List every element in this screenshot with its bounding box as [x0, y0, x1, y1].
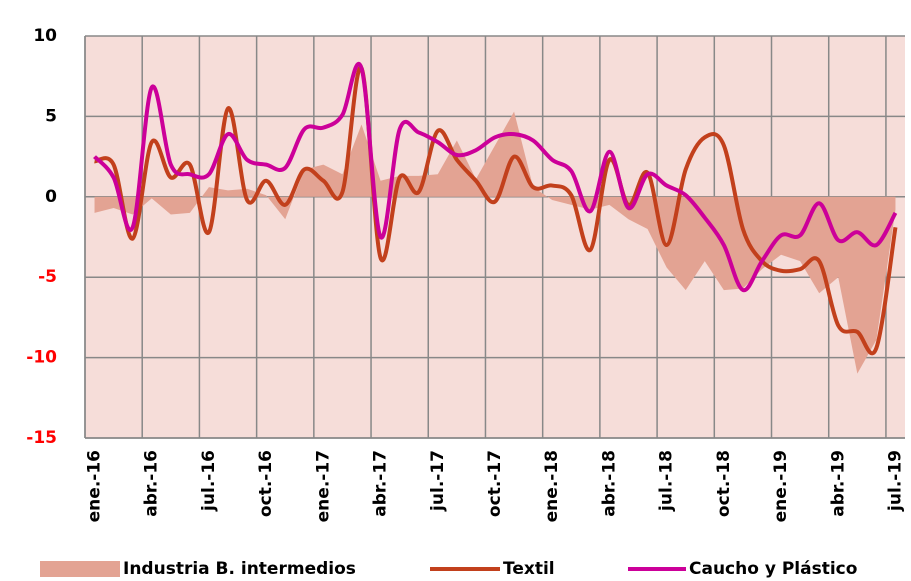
- x-tick-label: oct.-16: [256, 450, 276, 517]
- x-tick-label: oct.-17: [485, 450, 505, 517]
- x-tick-label: jul.-18: [657, 450, 677, 512]
- x-tick-label: abr.-16: [142, 450, 162, 517]
- x-tick-label: ene.-16: [85, 450, 105, 522]
- y-tick-label: 10: [33, 26, 57, 46]
- legend-label: Industria B. intermedios: [123, 559, 356, 579]
- x-tick-label: ene.-17: [313, 450, 333, 522]
- y-tick-label: -5: [38, 267, 57, 287]
- legend-swatch: [40, 561, 120, 577]
- y-tick-label: 0: [45, 187, 57, 207]
- x-tick-label: jul.-16: [199, 450, 219, 512]
- y-tick-label: 5: [45, 106, 57, 126]
- x-tick-label: abr.-18: [599, 450, 619, 517]
- x-tick-label: jul.-19: [885, 450, 905, 512]
- x-tick-label: jul.-17: [428, 450, 448, 512]
- area: [94, 111, 896, 374]
- x-tick-label: oct.-18: [714, 450, 734, 517]
- y-tick-label: -10: [26, 348, 57, 368]
- legend-label: Caucho y Plástico: [689, 559, 857, 579]
- line: [93, 62, 898, 293]
- x-tick-label: ene.-18: [542, 450, 562, 522]
- x-tick-label: ene.-19: [771, 450, 791, 522]
- legend-label: Textil: [503, 559, 555, 579]
- y-tick-label: -15: [26, 428, 57, 448]
- line: [94, 65, 898, 356]
- x-tick-label: abr.-17: [371, 450, 391, 517]
- x-tick-label: abr.-19: [828, 450, 848, 517]
